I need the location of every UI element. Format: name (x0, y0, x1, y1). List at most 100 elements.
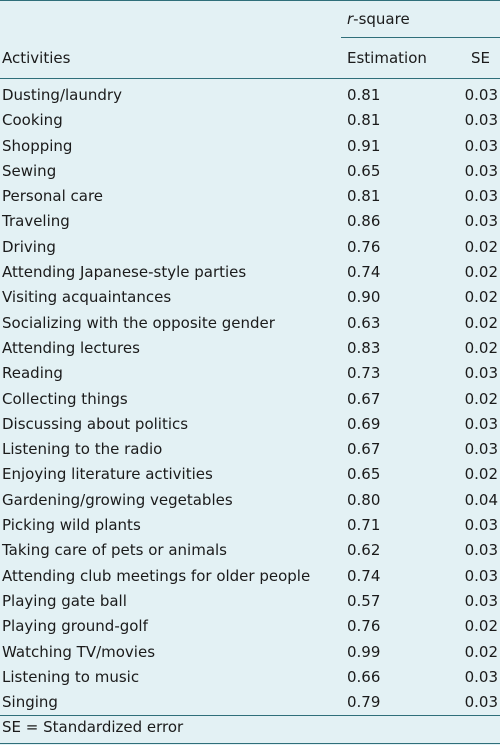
se-cell: 0.03 (464, 111, 498, 130)
estimation-cell: 0.65 (347, 465, 381, 484)
estimation-cell: 0.81 (347, 187, 381, 206)
table-row: Traveling 0.86 0.03 (0, 208, 500, 233)
estimation-cell: 0.65 (347, 161, 381, 180)
table-body: Dusting/laundry 0.81 0.03 Cooking 0.81 0.03 Sh… (0, 82, 500, 714)
table-row: Driving 0.76 0.02 (0, 234, 500, 259)
estimation-cell: 0.86 (347, 212, 381, 231)
estimation-column-header: Estimation (347, 49, 427, 67)
se-cell: 0.03 (464, 136, 498, 155)
estimation-cell: 0.71 (347, 516, 381, 535)
se-cell: 0.03 (464, 212, 498, 231)
activity-cell: Personal care (2, 187, 104, 206)
se-cell: 0.02 (464, 617, 498, 636)
r-square-group-header: r-square (347, 10, 410, 28)
se-cell: 0.03 (464, 516, 498, 535)
se-cell: 0.03 (464, 566, 498, 585)
footnote: SE = Standardized error (2, 718, 184, 736)
table-row: Shopping 0.91 0.03 (0, 133, 500, 158)
activity-cell: Sewing (2, 161, 57, 180)
estimation-cell: 0.63 (347, 313, 381, 332)
activity-cell: Discussing about politics (2, 414, 189, 433)
activity-cell: Attending lectures (2, 338, 140, 357)
table-row: Playing ground-golf 0.76 0.02 (0, 613, 500, 638)
group-header-rule (341, 37, 500, 38)
activity-cell: Listening to music (2, 667, 140, 686)
activity-cell: Listening to the radio (2, 440, 163, 459)
activity-cell: Shopping (2, 136, 73, 155)
se-cell: 0.03 (464, 187, 498, 206)
estimation-cell: 0.83 (347, 338, 381, 357)
se-cell: 0.02 (464, 237, 498, 256)
estimation-cell: 0.76 (347, 237, 381, 256)
se-cell: 0.02 (464, 338, 498, 357)
se-cell: 0.03 (464, 161, 498, 180)
table-row: Attending lectures 0.83 0.02 (0, 335, 500, 360)
top-rule (0, 0, 500, 1)
estimation-cell: 0.79 (347, 693, 381, 712)
estimation-cell: 0.81 (347, 111, 381, 130)
activities-column-header: Activities (2, 49, 71, 67)
estimation-cell: 0.57 (347, 591, 381, 610)
se-cell: 0.03 (464, 667, 498, 686)
table-row: Visiting acquaintances 0.90 0.02 (0, 284, 500, 309)
estimation-cell: 0.62 (347, 541, 381, 560)
se-cell: 0.03 (464, 591, 498, 610)
estimation-cell: 0.76 (347, 617, 381, 636)
bottom-rule (0, 743, 500, 744)
r-symbol: r (347, 10, 354, 28)
estimation-cell: 0.90 (347, 288, 381, 307)
table-row: Singing 0.79 0.03 (0, 689, 500, 714)
footer-rule (0, 715, 500, 716)
estimation-cell: 0.73 (347, 364, 381, 383)
estimation-cell: 0.67 (347, 389, 381, 408)
square-label: -square (353, 10, 410, 28)
table-row: Personal care 0.81 0.03 (0, 183, 500, 208)
activity-cell: Enjoying literature activities (2, 465, 213, 484)
activity-cell: Playing ground-golf (2, 617, 148, 636)
se-cell: 0.02 (464, 313, 498, 332)
activity-cell: Traveling (2, 212, 70, 231)
activity-cell: Visiting acquaintances (2, 288, 172, 307)
table-row: Attending club meetings for older people… (0, 563, 500, 588)
table-row: Listening to the radio 0.67 0.03 (0, 436, 500, 461)
activity-cell: Attending Japanese-style parties (2, 263, 247, 282)
table-row: Watching TV/movies 0.99 0.02 (0, 639, 500, 664)
se-cell: 0.02 (464, 263, 498, 282)
se-cell: 0.03 (464, 541, 498, 560)
estimation-cell: 0.74 (347, 566, 381, 585)
table-row: Picking wild plants 0.71 0.03 (0, 512, 500, 537)
table-row: Gardening/growing vegetables 0.80 0.04 (0, 487, 500, 512)
estimation-cell: 0.69 (347, 414, 381, 433)
se-cell: 0.03 (464, 86, 498, 104)
activity-cell: Playing gate ball (2, 591, 127, 610)
se-cell: 0.02 (464, 642, 498, 661)
table-row: Listening to music 0.66 0.03 (0, 664, 500, 689)
se-cell: 0.04 (464, 490, 498, 509)
activity-cell: Collecting things (2, 389, 128, 408)
se-cell: 0.03 (464, 414, 498, 433)
table-row: Taking care of pets or animals 0.62 0.03 (0, 537, 500, 562)
activity-cell: Taking care of pets or animals (2, 541, 227, 560)
estimation-cell: 0.81 (347, 86, 381, 104)
activity-cell: Attending club meetings for older people (2, 566, 311, 585)
table-row: Attending Japanese-style parties 0.74 0.02 (0, 259, 500, 284)
table-row: Collecting things 0.67 0.02 (0, 386, 500, 411)
estimation-cell: 0.80 (347, 490, 381, 509)
activity-cell: Reading (2, 364, 63, 383)
estimation-cell: 0.66 (347, 667, 381, 686)
activity-cell: Singing (2, 693, 58, 712)
activity-cell: Dusting/laundry (2, 86, 122, 104)
activity-cell: Cooking (2, 111, 63, 130)
estimation-cell: 0.74 (347, 263, 381, 282)
estimation-cell: 0.67 (347, 440, 381, 459)
se-cell: 0.02 (464, 465, 498, 484)
table-row: Socializing with the opposite gender 0.63… (0, 310, 500, 335)
activity-cell: Watching TV/movies (2, 642, 156, 661)
activity-cell: Picking wild plants (2, 516, 141, 535)
estimation-cell: 0.91 (347, 136, 381, 155)
activity-cell: Driving (2, 237, 56, 256)
activity-cell: Gardening/growing vegetables (2, 490, 233, 509)
se-cell: 0.03 (464, 440, 498, 459)
table-row: Reading 0.73 0.03 (0, 360, 500, 385)
header-rule (0, 78, 500, 79)
